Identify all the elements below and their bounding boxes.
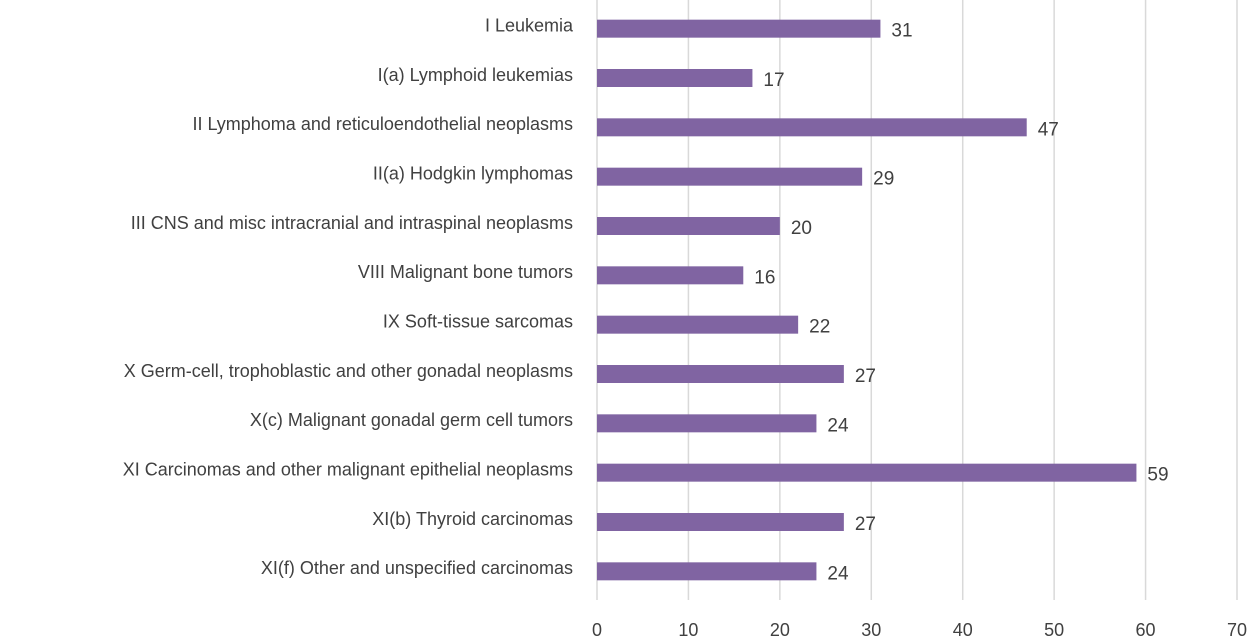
data-label: 27: [855, 366, 876, 387]
data-label: 20: [791, 218, 812, 239]
bar: [597, 562, 817, 581]
data-label: 17: [763, 70, 784, 91]
x-tick-label: 50: [1044, 620, 1064, 640]
bar: [597, 513, 844, 531]
bar: [597, 315, 799, 334]
x-tick-label: 70: [1227, 620, 1247, 640]
bar: [597, 365, 844, 383]
bar: [597, 69, 753, 87]
x-tick-label: 20: [770, 620, 790, 640]
data-label: 24: [827, 415, 849, 436]
y-tick-label: XI(b) Thyroid carcinomas: [372, 509, 573, 529]
y-tick-label: III CNS and misc intracranial and intras…: [131, 213, 573, 233]
y-tick-label: XI Carcinomas and other malignant epithe…: [123, 459, 573, 479]
data-label: 16: [754, 267, 775, 288]
data-label: 47: [1038, 119, 1059, 140]
bar: [597, 167, 863, 186]
bar: [597, 19, 881, 38]
y-tick-label: XI(f) Other and unspecified carcinomas: [261, 558, 573, 578]
data-label: 24: [827, 563, 849, 584]
y-tick-label: X(c) Malignant gonadal germ cell tumors: [250, 410, 573, 430]
y-tick-label: X Germ-cell, trophoblastic and other gon…: [124, 361, 573, 381]
data-label: 59: [1147, 465, 1168, 486]
x-tick-label: 10: [678, 620, 698, 640]
y-tick-label: II Lymphoma and reticuloendothelial neop…: [192, 114, 573, 134]
data-label: 22: [809, 317, 830, 338]
bar: [597, 118, 1027, 137]
bar: [597, 266, 744, 285]
y-tick-label: I(a) Lymphoid leukemias: [378, 65, 573, 85]
bar: [597, 217, 780, 235]
bar: [597, 414, 817, 433]
bar: [597, 463, 1137, 482]
data-label: 29: [873, 169, 894, 190]
y-tick-label: VIII Malignant bone tumors: [358, 262, 573, 282]
x-tick-label: 30: [861, 620, 881, 640]
y-tick-label: II(a) Hodgkin lymphomas: [373, 163, 573, 183]
y-tick-label: IX Soft-tissue sarcomas: [383, 311, 573, 331]
data-label: 27: [855, 514, 876, 535]
x-tick-label: 0: [592, 620, 602, 640]
y-tick-label: I Leukemia: [485, 15, 574, 35]
x-tick-label: 40: [953, 620, 973, 640]
x-tick-label: 60: [1136, 620, 1156, 640]
data-label: 31: [891, 21, 912, 42]
